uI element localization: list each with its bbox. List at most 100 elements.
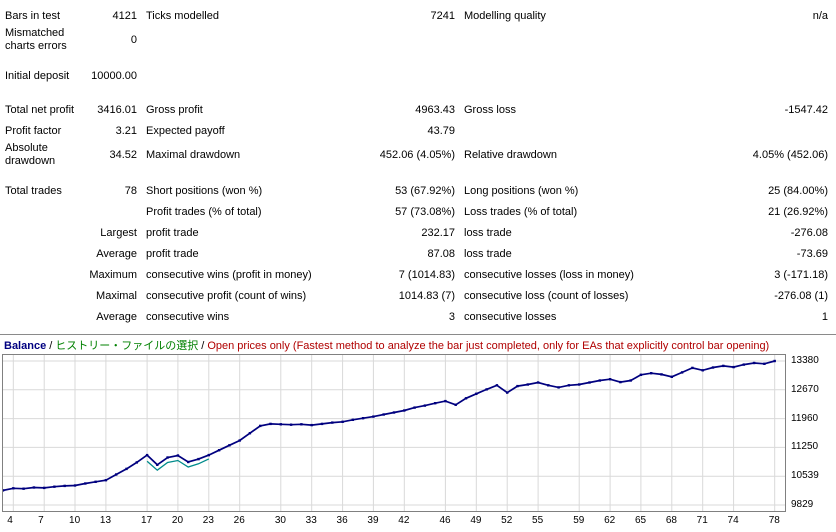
x-axis-label: 46 [439, 515, 451, 526]
x-axis-label: 36 [336, 515, 348, 526]
stat-label: loss trade [464, 248, 512, 260]
x-axis-label: 65 [634, 515, 647, 526]
x-axis-label: 78 [768, 515, 780, 526]
y-axis-label: 13380 [791, 355, 819, 366]
stat-value: 43.79 [427, 125, 455, 137]
stat-value: Maximal [96, 290, 137, 302]
balance-chart-svg [3, 355, 785, 511]
stat-value: 21 (26.92%) [768, 206, 828, 218]
x-axis-label: 68 [665, 515, 677, 526]
stat-value: 4121 [112, 10, 137, 22]
x-axis-label: 59 [573, 515, 585, 526]
stat-value: Average [96, 248, 137, 260]
stat-label: Absolute drawdown [5, 142, 56, 167]
legend-separator-1: / [49, 340, 53, 352]
x-axis-label: 26 [233, 515, 245, 526]
stat-value: Maximum [89, 269, 137, 281]
stat-label: profit trade [146, 248, 199, 260]
stat-label: Initial deposit [5, 70, 70, 82]
x-axis-labels: 4 7 10 13 17 20 23 26 30 33 36 39 42 46 49 52 55 59 62 65 68… [2, 512, 836, 529]
stat-label: Relative drawdown [464, 148, 557, 161]
stat-value: 3416.01 [97, 104, 137, 116]
stats-row: Largest profit trade 232.17 loss trade -276.… [5, 223, 828, 244]
stats-row: Total net profit 3416.01 Gross profit 4963.… [5, 100, 828, 121]
stat-label: Total trades [5, 185, 62, 197]
x-axis-label: 13 [99, 515, 112, 526]
x-axis-label: 74 [727, 515, 739, 526]
x-axis-label: 30 [274, 515, 286, 526]
history-legend-label: ヒストリー・ファイルの選択 [55, 340, 199, 352]
stat-label: Bars in test [5, 10, 61, 22]
x-axis-label: 33 [305, 515, 317, 526]
stats-table: Bars in test 4121 Ticks modelled 7241 Modell… [5, 6, 828, 323]
stat-label: consecutive wins (profit in money) [146, 269, 312, 281]
stat-value: -276.08 (1) [774, 290, 828, 302]
stat-value: 1 [821, 311, 828, 323]
stat-value: 3 (-171.18) [774, 269, 828, 281]
stat-label: Profit factor [5, 125, 62, 137]
stat-value: 78 [124, 185, 137, 197]
stat-value: 452.06 (4.05%) [379, 148, 455, 161]
stat-label: Loss trades (% of total) [464, 206, 578, 218]
stat-label: Modelling quality [464, 10, 546, 22]
stat-label: Ticks modelled [146, 10, 219, 22]
stat-value: -73.69 [796, 248, 828, 260]
y-axis-label: 9829 [791, 499, 814, 510]
x-axis-label: 71 [696, 515, 708, 526]
stat-value: n/a [812, 10, 828, 22]
stat-value: 53 (67.92%) [395, 185, 455, 197]
stat-value: 3 [448, 311, 455, 323]
legend-separator-2: / [201, 340, 205, 352]
x-axis-label: 55 [532, 515, 544, 526]
stats-row: Absolute drawdown 34.52 Maximal drawdown 45… [5, 142, 828, 168]
x-axis-label: 7 [38, 515, 44, 526]
x-axis-label: 62 [604, 515, 616, 526]
x-axis-label: 39 [367, 515, 379, 526]
y-axis-label: 12670 [791, 383, 819, 395]
stats-row: Profit factor 3.21 Expected payoff 43.79 [5, 121, 828, 142]
stat-value: Largest [100, 227, 137, 239]
stat-value: 1014.83 (7) [398, 290, 455, 302]
x-axis-label: 20 [171, 515, 184, 526]
stat-label: Long positions (won %) [464, 185, 579, 197]
balance-legend-label: Balance [4, 340, 47, 352]
stat-value: 232.17 [421, 227, 455, 239]
stat-value: 87.08 [427, 248, 455, 260]
stat-value: 3.21 [115, 125, 137, 137]
stat-label: Short positions (won %) [146, 185, 263, 197]
stat-value: 57 (73.08%) [395, 206, 455, 218]
x-axis-label: 10 [69, 515, 81, 526]
stat-label: Mismatched charts errors [5, 27, 67, 52]
stat-value: -1547.42 [784, 104, 828, 116]
stat-label: Profit trades (% of total) [146, 206, 262, 218]
stats-row: Maximum consecutive wins (profit in money… [5, 265, 828, 286]
y-axis-label: 11250 [791, 441, 819, 453]
stat-label: profit trade [146, 227, 199, 239]
stat-label: Maximal drawdown [146, 148, 241, 161]
stat-label: consecutive losses [464, 311, 557, 323]
stats-row: Maximal consecutive profit (count of wins… [5, 286, 828, 307]
stats-row: Mismatched charts errors 0 [5, 27, 828, 53]
chart-section: Balance / ヒストリー・ファイルの選択 / Open prices only (… [0, 334, 836, 529]
chart-legend: Balance / ヒストリー・ファイルの選択 / Open prices only (… [0, 335, 836, 354]
stat-label: Gross loss [464, 104, 516, 116]
stats-row: Initial deposit 10000.00 [5, 66, 828, 87]
stats-row: Bars in test 4121 Ticks modelled 7241 Modell… [5, 6, 828, 27]
stat-label: consecutive losses (loss in money) [464, 269, 634, 281]
x-axis-label: 49 [470, 515, 482, 526]
stat-value: 7 (1014.83) [398, 269, 455, 281]
stat-value: Average [96, 311, 137, 323]
stat-value: 10000.00 [91, 70, 137, 82]
stats-row: Average profit trade 87.08 loss trade -73.69 [5, 244, 828, 265]
open-prices-note: Open prices only (Fastest method to anal… [207, 340, 770, 352]
balance-chart [2, 354, 786, 512]
stat-value: 0 [130, 33, 137, 46]
stat-label: Expected payoff [146, 125, 225, 137]
stat-value: 25 (84.00%) [768, 185, 828, 197]
x-axis-label: 23 [202, 515, 214, 526]
x-axis-label: 42 [398, 515, 410, 526]
stat-value: 4.05% (452.06) [752, 148, 828, 161]
stat-label: Gross profit [146, 104, 203, 116]
y-axis-label: 11960 [791, 412, 819, 424]
